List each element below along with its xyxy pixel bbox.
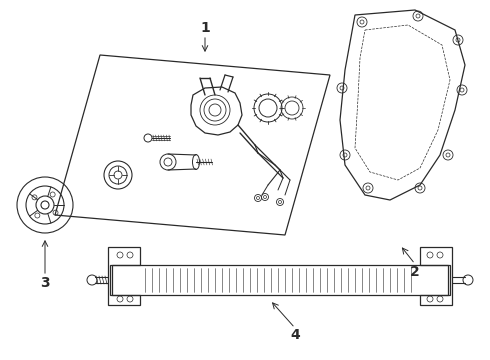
Text: 2: 2 xyxy=(410,265,420,279)
Text: 3: 3 xyxy=(40,276,50,290)
Text: 4: 4 xyxy=(290,328,300,342)
Text: 1: 1 xyxy=(200,21,210,35)
